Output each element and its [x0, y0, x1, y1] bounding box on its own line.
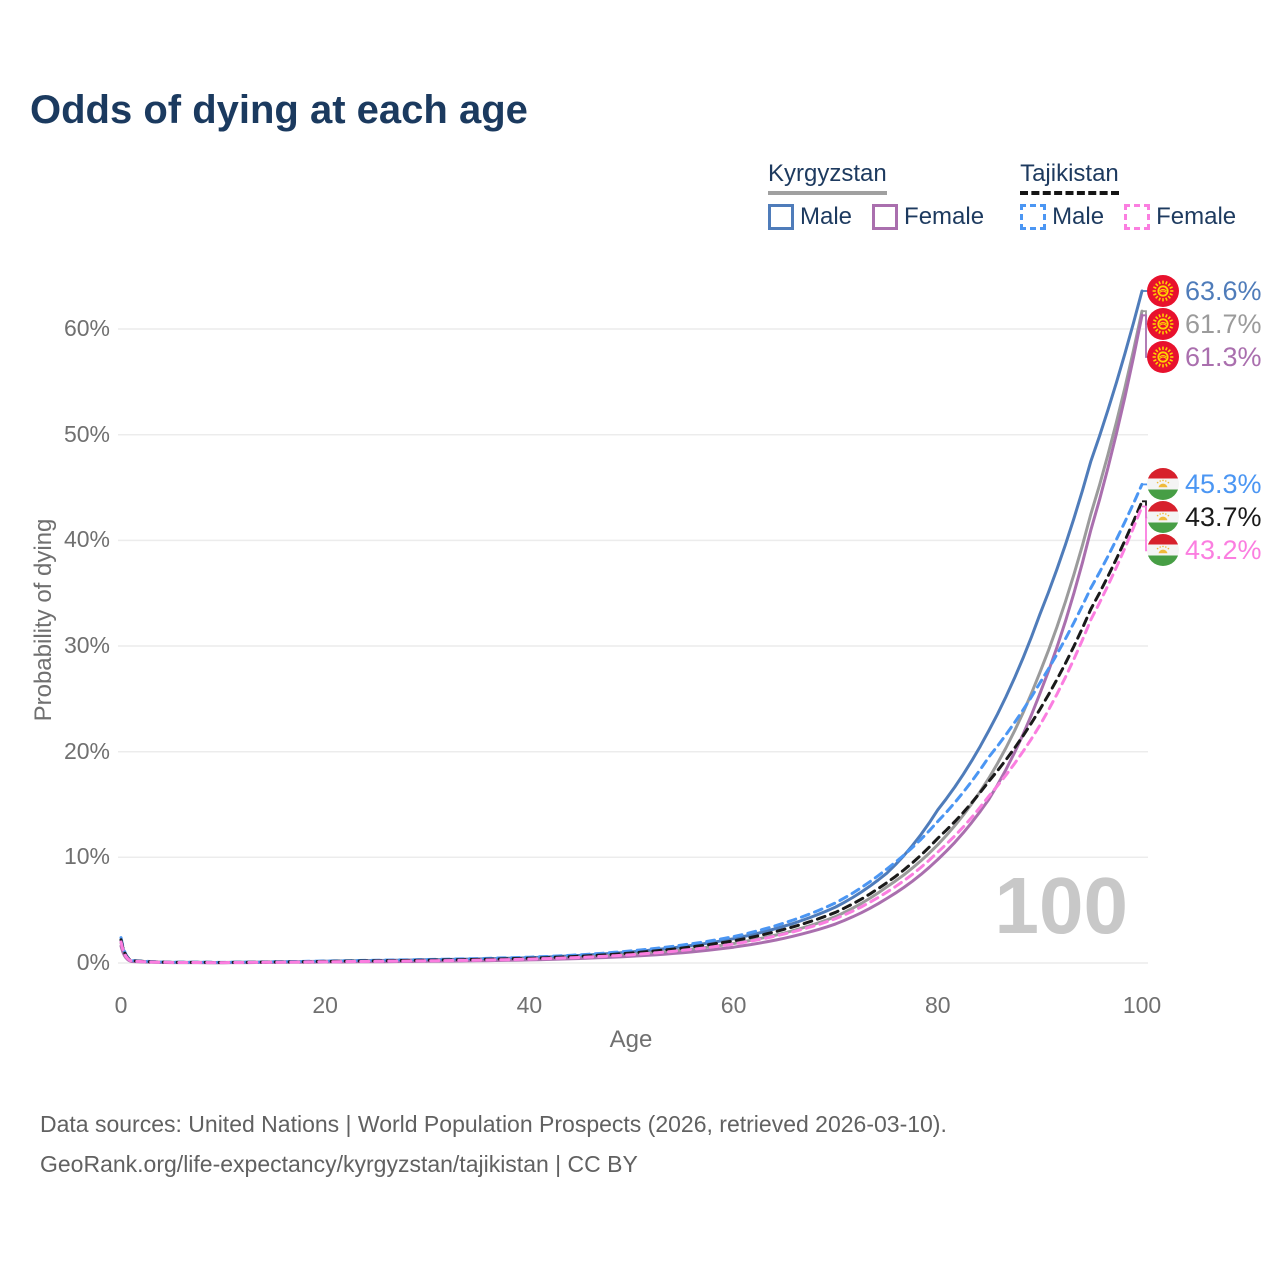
legend-heading-kyrgyzstan[interactable]: Kyrgyzstan [768, 160, 887, 195]
y-axis-title: Probability of dying [30, 518, 57, 722]
x-tick-label: 20 [312, 992, 338, 1018]
end-label-kg_male: 63.6% [1147, 275, 1262, 307]
tajikistan-male-swatch-icon [1020, 204, 1047, 230]
footer: Data sources: United Nations | World Pop… [40, 1104, 947, 1184]
end-label-kg_female: 61.3% [1147, 341, 1262, 373]
x-tick-label: 0 [114, 992, 128, 1018]
end-label-tj_all: 43.7% [1147, 501, 1262, 534]
y-tick-label: 10% [63, 843, 110, 870]
gridlines [118, 328, 1148, 964]
kyrgyzstan-flag-icon [1147, 308, 1179, 340]
tajikistan-flag-icon [1147, 468, 1179, 501]
end-label-tj_female: 43.2% [1147, 534, 1262, 567]
legend-item-label: Male [1052, 203, 1105, 230]
legend-heading-tajikistan[interactable]: Tajikistan [1020, 160, 1119, 195]
y-tick-label: 40% [63, 526, 110, 553]
legend-items-tajikistan: Male Female [1020, 203, 1236, 231]
legend-item-tajikistan-male[interactable]: Male [1020, 203, 1104, 231]
tajikistan-female-swatch-icon [1124, 204, 1151, 230]
series-line-tj_all [119, 499, 1144, 964]
tajikistan-flag-icon [1147, 501, 1179, 534]
legend-items-kyrgyzstan: Male Female [768, 203, 984, 231]
y-tick-label: 0% [76, 949, 110, 975]
kyrgyzstan-flag-icon [1147, 275, 1179, 307]
end-label-value: 43.7% [1185, 501, 1262, 532]
series-line-tj_male [119, 482, 1144, 964]
end-label-tj_male: 45.3% [1147, 468, 1262, 501]
legend-item-label: Female [904, 203, 985, 230]
kyrgyzstan-flag-icon [1147, 341, 1179, 373]
legend-item-kyrgyzstan-male[interactable]: Male [768, 203, 852, 231]
y-tick-label: 50% [63, 420, 110, 447]
end-label-kg_all: 61.7% [1147, 308, 1262, 340]
legend: Kyrgyzstan Male Female Tajikistan Male [768, 160, 1236, 231]
footer-attribution-link[interactable]: GeoRank.org/life-expectancy/kyrgyzstan/t… [40, 1151, 638, 1177]
series-line-kg_female [119, 313, 1144, 965]
end-label-value: 43.2% [1185, 534, 1262, 565]
x-tick-label: 100 [1122, 992, 1162, 1018]
legend-item-tajikistan-female[interactable]: Female [1124, 203, 1236, 231]
age-counter-watermark: 100 [994, 861, 1128, 950]
kyrgyzstan-female-swatch-icon [872, 204, 899, 230]
footer-data-sources: Data sources: United Nations | World Pop… [40, 1111, 947, 1137]
x-tick-label: 60 [720, 992, 747, 1018]
end-label-value: 61.3% [1185, 341, 1262, 372]
kyrgyzstan-male-swatch-icon [768, 204, 794, 230]
end-label-value: 61.7% [1185, 308, 1262, 339]
x-tick-label: 40 [516, 992, 543, 1018]
series-line-kg_all [119, 309, 1144, 965]
end-label-value: 63.6% [1185, 275, 1262, 306]
legend-group-kyrgyzstan: Kyrgyzstan Male Female [768, 160, 984, 231]
x-tick-label: 80 [925, 992, 951, 1018]
x-axis-title: Age [609, 1026, 653, 1053]
legend-item-label: Male [800, 203, 853, 230]
legend-item-label: Female [1156, 203, 1237, 230]
tajikistan-flag-icon [1147, 534, 1179, 567]
legend-item-kyrgyzstan-female[interactable]: Female [872, 203, 984, 231]
page-title: Odds of dying at each age [30, 88, 528, 132]
y-tick-label: 60% [63, 315, 110, 342]
y-tick-label: 20% [63, 737, 110, 764]
series-line-tj_female [119, 505, 1144, 965]
legend-group-tajikistan: Tajikistan Male Female [1020, 160, 1236, 231]
end-label-value: 45.3% [1185, 468, 1262, 499]
series-line-kg_male [119, 289, 1144, 964]
y-tick-label: 30% [63, 632, 110, 659]
